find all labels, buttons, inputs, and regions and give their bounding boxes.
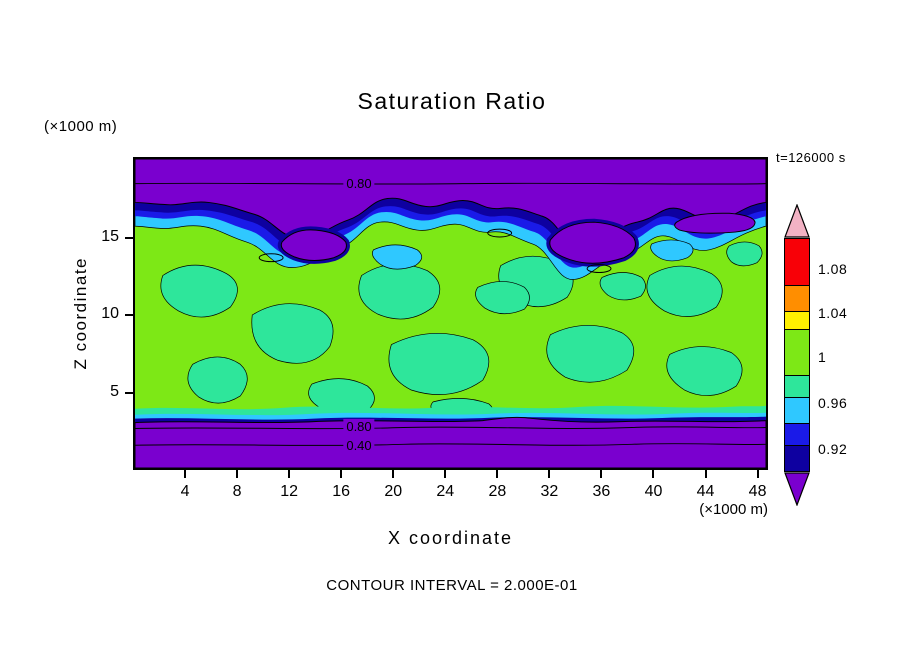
x-tick-mark (756, 470, 759, 478)
purple-blob-2 (549, 221, 636, 264)
purple-blob-1 (280, 229, 347, 261)
colorbar-segment (785, 423, 809, 445)
x-tick-mark (236, 470, 239, 478)
x-tick-label: 8 (232, 483, 242, 500)
colorbar-tick-label: 1 (818, 349, 827, 365)
z-axis-units-label: (×1000 m) (44, 118, 118, 135)
colorbar-tick-label: 1.08 (818, 261, 848, 277)
x-tick-label: 48 (748, 483, 767, 500)
x-tick-label: 20 (384, 483, 403, 500)
contour-line-top-080 (135, 182, 766, 185)
contour-field-svg (135, 159, 766, 468)
teal-patches (160, 241, 763, 422)
colorbar-segment (785, 311, 809, 329)
x-tick-label: 44 (696, 483, 715, 500)
x-tick-label: 12 (280, 483, 299, 500)
y-tick-label: 5 (110, 382, 119, 400)
colorbar-up-arrow-shape (784, 204, 810, 238)
x-axis-units-label: (×1000 m) (699, 501, 768, 518)
plot-area: 0.80 0.80 0.40 (133, 157, 768, 470)
x-tick-mark (288, 470, 291, 478)
colorbar-tick-label: 0.92 (818, 441, 848, 457)
x-tick-mark (444, 470, 447, 478)
cyan-patch-1 (372, 244, 423, 270)
colorbar-segment (785, 375, 809, 397)
y-tick-label: 10 (101, 305, 119, 323)
x-tick-mark (496, 470, 499, 478)
y-tick-mark (125, 236, 133, 239)
colorbar-down-arrow-shape (784, 472, 810, 506)
y-axis-title-text: Z coordinate (71, 257, 90, 370)
contour-interval-caption: CONTOUR INTERVAL = 2.000E-01 (326, 577, 578, 594)
colorbar-tick-label: 1.04 (818, 305, 848, 321)
time-annotation: t=126000 s (776, 150, 846, 165)
colorbar-segment (785, 239, 809, 285)
contour-line-bottom-080 (135, 426, 766, 430)
colorbar-segment (785, 285, 809, 311)
x-axis: 4 8 12 16 20 24 28 32 36 40 44 48 (133, 470, 768, 510)
y-tick-mark (125, 391, 133, 394)
contour-lines (135, 182, 766, 446)
x-tick-label: 32 (540, 483, 559, 500)
contour-line-label: 0.80 (343, 176, 375, 191)
x-tick-label: 40 (644, 483, 663, 500)
y-axis-title: Z coordinate (68, 157, 94, 470)
page-title: Saturation Ratio (357, 88, 547, 114)
colorbar-labels: 1.08 1.04 1 0.96 0.92 (818, 238, 878, 470)
colorbar (784, 204, 810, 506)
x-tick-mark (340, 470, 343, 478)
x-tick-label: 36 (592, 483, 611, 500)
bottom-purple-band (135, 416, 766, 468)
colorbar-segment (785, 397, 809, 423)
contour-line-label: 0.40 (343, 438, 375, 453)
x-tick-label: 24 (436, 483, 455, 500)
x-tick-mark (392, 470, 395, 478)
x-tick-label: 4 (180, 483, 190, 500)
y-tick-mark (125, 314, 133, 317)
cyan-patch-2 (650, 239, 694, 262)
bottom-boundary-layers (135, 405, 766, 468)
colorbar-body (784, 238, 810, 472)
colorbar-segment (785, 445, 809, 471)
x-tick-label: 16 (332, 483, 351, 500)
colorbar-top-arrow (784, 204, 810, 238)
y-tick-label: 15 (101, 227, 119, 245)
colorbar-tick-label: 0.96 (818, 395, 848, 411)
closed-contour-3 (586, 264, 612, 274)
y-axis: 5 10 15 (88, 157, 133, 470)
closed-contour-2 (487, 228, 513, 238)
x-tick-mark (548, 470, 551, 478)
x-tick-mark (652, 470, 655, 478)
x-tick-mark (704, 470, 707, 478)
colorbar-segment (785, 329, 809, 375)
contour-labels: 0.80 0.80 0.40 (135, 159, 766, 468)
x-axis-title: X coordinate (387, 528, 514, 548)
colorbar-bottom-arrow (784, 472, 810, 506)
contour-line-bottom-040 (135, 443, 766, 446)
x-tick-label: 28 (488, 483, 507, 500)
contour-line-label: 0.80 (343, 419, 375, 434)
purple-blob-3 (674, 212, 756, 234)
x-tick-mark (184, 470, 187, 478)
closed-contour-1 (258, 253, 284, 263)
x-tick-mark (600, 470, 603, 478)
